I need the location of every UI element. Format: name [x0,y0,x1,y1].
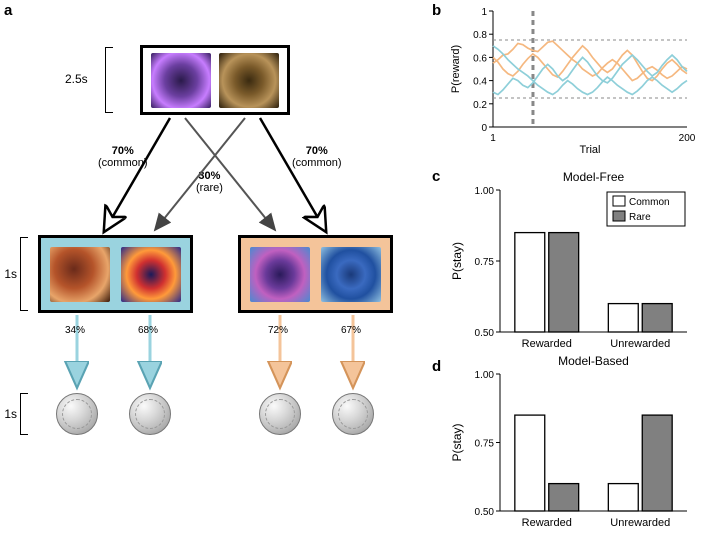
coin-icon [129,393,171,435]
panel-c-model-free: Model-Free 0.50 0.75 1.00 P(stay) Rewarded Unr… [445,168,695,363]
reward-timing: 1s [0,407,17,421]
svg-text:P(reward): P(reward) [450,45,462,93]
svg-text:1: 1 [481,7,487,18]
svg-text:0.2: 0.2 [473,100,487,111]
svg-text:Trial: Trial [580,144,601,155]
panel-d-svg: Model-Based 0.50 0.75 1.00 P(stay) Rewarded Un… [445,352,695,537]
svg-text:Model-Based: Model-Based [558,354,629,368]
svg-text:200: 200 [679,133,695,144]
svg-text:Unrewarded: Unrewarded [610,517,670,529]
svg-text:Rewarded: Rewarded [522,517,572,529]
svg-text:Rewarded: Rewarded [522,338,572,350]
panel-b-label: b [432,2,441,19]
svg-text:0.75: 0.75 [475,439,495,450]
panel-c-label: c [432,168,440,185]
svg-text:0.6: 0.6 [473,53,487,64]
svg-text:1: 1 [490,133,496,144]
svg-text:0: 0 [481,123,487,134]
coin-icon [56,393,98,435]
svg-text:0.50: 0.50 [475,328,495,339]
panel-d-model-based: Model-Based 0.50 0.75 1.00 P(stay) Rewarded Un… [445,352,695,547]
svg-text:0.50: 0.50 [475,507,495,518]
stage2-right-box [238,235,393,313]
fractal-stage2l-a [50,247,110,302]
fractal-stage2r-a [250,247,310,302]
panel-a-task-diagram: 2.5s 70% (common) 30% (rare) 70% (common… [10,15,410,525]
svg-text:P(stay): P(stay) [450,423,464,461]
svg-text:1.00: 1.00 [475,186,495,197]
stage2-timing: 1s [0,267,17,281]
svg-text:0.4: 0.4 [473,77,487,88]
svg-text:1.00: 1.00 [475,370,495,381]
brace-icon [20,393,28,435]
svg-text:Common: Common [629,197,670,208]
reward-prob-4: 67% [341,325,361,336]
svg-text:Model-Free: Model-Free [563,170,625,184]
reward-prob-1: 34% [65,325,85,336]
coin-icon [259,393,301,435]
fractal-stage2l-b [121,247,181,302]
reward-prob-3: 72% [268,325,288,336]
svg-text:Rare: Rare [629,212,651,223]
panel-b-svg: 0 0.2 0.4 0.6 0.8 1 1 200 Trial P(reward) [445,5,695,155]
svg-text:0.75: 0.75 [475,257,495,268]
svg-text:Unrewarded: Unrewarded [610,338,670,350]
svg-text:0.8: 0.8 [473,30,487,41]
stage2-left-box [38,235,193,313]
coin-icon [332,393,374,435]
panel-b-reward-timeseries: 0 0.2 0.4 0.6 0.8 1 1 200 Trial P(reward) [445,5,695,155]
reward-prob-2: 68% [138,325,158,336]
panel-c-svg: Model-Free 0.50 0.75 1.00 P(stay) Rewarded Unr… [445,168,695,358]
fractal-stage2r-b [321,247,381,302]
panel-d-label: d [432,358,441,375]
svg-text:P(stay): P(stay) [450,242,464,280]
brace-icon [20,237,28,311]
